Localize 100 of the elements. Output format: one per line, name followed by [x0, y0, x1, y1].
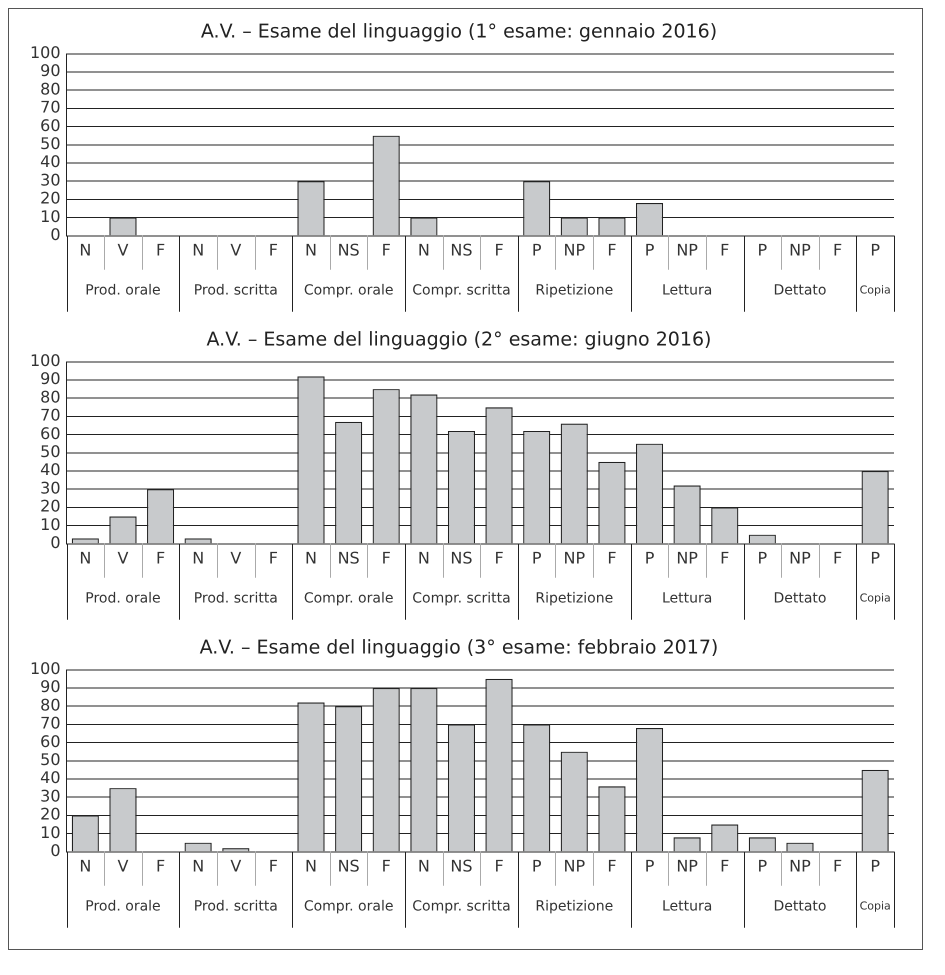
x-tick-label: NS	[338, 240, 360, 260]
y-tick-label: 20	[40, 804, 61, 824]
x-tick-label: N	[418, 548, 430, 568]
y-tick-label: 50	[40, 134, 61, 153]
x-tick-label: NP	[563, 856, 586, 876]
y-tick-label: 30	[40, 478, 61, 498]
x-tick-label: NS	[450, 856, 473, 876]
x-tick-label: V	[230, 548, 242, 568]
x-tick-label: F	[832, 856, 842, 876]
x-tick-label: N	[79, 548, 92, 568]
y-tick-label: 100	[30, 42, 61, 62]
y-tick-label: 80	[40, 695, 61, 714]
y-tick-label: 10	[40, 206, 61, 226]
text: Ripetizione	[535, 282, 614, 298]
x-tick-label: P	[758, 548, 768, 568]
text: Lettura	[662, 898, 712, 914]
y-tick-label: 0	[50, 840, 61, 860]
x-tick-label: F	[720, 856, 730, 876]
x-tick-label: P	[870, 548, 880, 568]
text: Compr. orale	[304, 898, 394, 914]
x-tick-label: N	[418, 240, 430, 260]
x-tick-label: P	[758, 240, 768, 260]
chart-title: A.V. – Esame del linguaggio (2° esame: giugno 2016)	[206, 328, 712, 350]
y-tick-label: 90	[40, 677, 61, 696]
x-tick-label: F	[494, 856, 504, 876]
text: Prod. scritta	[194, 590, 278, 606]
x-tick-label: NP	[676, 240, 698, 260]
y-tick-label: 20	[40, 496, 61, 516]
x-tick-label: N	[305, 548, 317, 568]
y-tick-label: 60	[40, 424, 61, 443]
text: Compr. scritta	[412, 282, 511, 298]
y-tick-label: 70	[40, 714, 61, 733]
x-tick-label: P	[532, 240, 542, 260]
y-tick-label: 40	[40, 460, 61, 480]
x-tick-label: P	[644, 856, 655, 876]
x-tick-label: NP	[563, 548, 586, 568]
text: Copia	[860, 900, 891, 913]
x-tick-label: F	[382, 548, 391, 568]
chart-title: A.V. – Esame del linguaggio (3° esame: febbraio 2017)	[200, 636, 718, 658]
x-tick-label: V	[117, 548, 128, 568]
text: Compr. scritta	[412, 898, 511, 914]
text: Prod. scritta	[194, 282, 278, 298]
text: Compr. scritta	[412, 590, 511, 606]
text: Prod. orale	[85, 898, 161, 914]
x-tick-label: NP	[676, 548, 698, 568]
x-tick-label: F	[607, 240, 617, 260]
x-tick-label: N	[418, 856, 430, 876]
y-tick-label: 40	[40, 768, 61, 788]
text: Prod. scritta	[194, 898, 278, 914]
x-tick-label: NP	[789, 856, 812, 876]
y-tick-label: 70	[40, 406, 61, 425]
x-tick-label: F	[382, 240, 391, 260]
x-tick-label: V	[230, 240, 242, 260]
text: Dettato	[773, 590, 826, 606]
x-tick-label: N	[192, 548, 204, 568]
y-tick-label: 0	[50, 224, 61, 244]
y-tick-label: 100	[30, 658, 61, 678]
y-tick-label: 0	[50, 532, 61, 552]
y-tick-label: 90	[40, 369, 61, 388]
x-tick-label: N	[79, 856, 92, 876]
text: Copia	[860, 592, 891, 605]
x-tick-label: NS	[450, 240, 473, 260]
x-tick-label: F	[156, 548, 166, 568]
x-tick-label: F	[156, 856, 166, 876]
x-tick-label: V	[117, 240, 128, 260]
y-tick-label: 50	[40, 750, 61, 769]
x-tick-label: F	[607, 856, 617, 876]
x-tick-label: NS	[450, 548, 473, 568]
x-tick-label: NP	[789, 548, 812, 568]
x-tick-label: F	[494, 548, 504, 568]
y-tick-label: 60	[40, 732, 61, 751]
x-tick-label: N	[305, 240, 317, 260]
x-tick-label: N	[305, 856, 317, 876]
y-tick-label: 80	[40, 387, 61, 406]
x-tick-label: F	[607, 548, 617, 568]
x-tick-label: P	[870, 856, 880, 876]
x-tick-label: NS	[338, 548, 360, 568]
text: Ripetizione	[535, 898, 614, 914]
text: Dettato	[773, 898, 826, 914]
x-tick-label: F	[156, 240, 166, 260]
text: Prod. orale	[85, 282, 161, 298]
text: Lettura	[662, 282, 712, 298]
x-tick-label: P	[532, 856, 542, 876]
y-tick-label: 30	[40, 786, 61, 806]
x-tick-label: F	[268, 856, 278, 876]
y-tick-label: 10	[40, 822, 61, 842]
x-tick-label: P	[532, 548, 542, 568]
x-tick-label: F	[832, 548, 842, 568]
x-tick-label: V	[230, 856, 242, 876]
x-tick-label: NP	[676, 856, 698, 876]
text: Lettura	[662, 590, 712, 606]
x-tick-label: F	[832, 240, 842, 260]
x-tick-label: P	[644, 548, 655, 568]
y-tick-label: 100	[30, 350, 61, 370]
x-tick-label: F	[720, 240, 730, 260]
text: Ripetizione	[535, 590, 614, 606]
text: Prod. orale	[85, 590, 161, 606]
text: Compr. orale	[304, 590, 394, 606]
chart-title: A.V. – Esame del linguaggio (1° esame: gennaio 2016)	[200, 20, 718, 42]
x-tick-label: F	[268, 240, 278, 260]
